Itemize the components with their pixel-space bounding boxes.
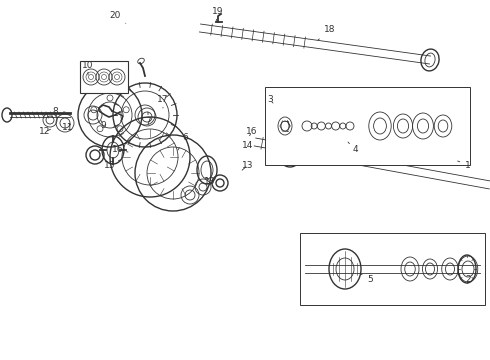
Text: 18: 18: [318, 26, 336, 40]
Bar: [300, 233, 485, 305]
Text: 17: 17: [157, 95, 169, 108]
Text: 20: 20: [109, 10, 126, 23]
Text: 14: 14: [243, 140, 254, 149]
Text: 15: 15: [104, 160, 120, 170]
Text: 16: 16: [246, 127, 258, 136]
Text: 13: 13: [242, 161, 254, 170]
Bar: [80, 61, 128, 93]
Text: 7: 7: [145, 112, 151, 126]
Bar: [265, 87, 470, 165]
Text: 2: 2: [457, 274, 471, 284]
Text: 12: 12: [39, 127, 50, 136]
Text: 8: 8: [52, 108, 65, 117]
Text: 9: 9: [100, 121, 106, 130]
Text: 11: 11: [62, 123, 74, 132]
Text: 4: 4: [348, 142, 358, 154]
Text: 19: 19: [212, 8, 224, 22]
Text: 5: 5: [360, 274, 373, 284]
Text: 1: 1: [458, 161, 471, 170]
Text: 16: 16: [112, 145, 128, 154]
Text: 3: 3: [267, 95, 273, 104]
Text: 13: 13: [204, 177, 216, 186]
Text: 6: 6: [178, 134, 188, 150]
Text: 10: 10: [82, 60, 94, 75]
